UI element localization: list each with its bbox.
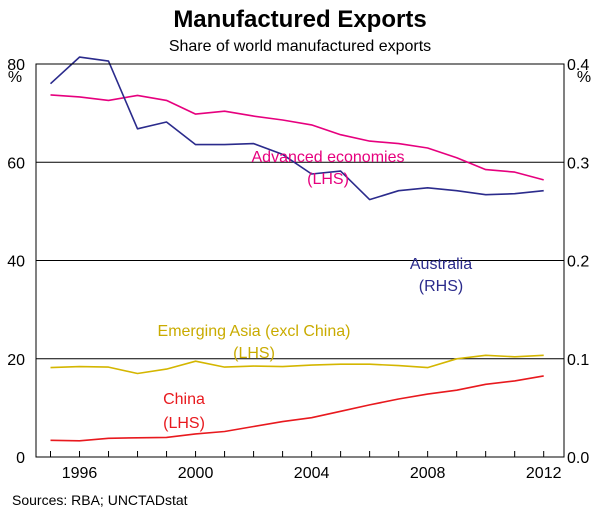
x-tick-label: 1996 [62, 465, 98, 482]
australia-label: Australia [410, 256, 472, 273]
advanced-economies-axis-label: (LHS) [307, 171, 349, 188]
right-tick-label: 0.1 [567, 352, 589, 369]
left-tick-label: 80 [7, 57, 25, 74]
chart-subtitle: Share of world manufactured exports [169, 38, 431, 55]
right-axis-ticks: 0.0 0.1 0.2 0.3 0.4 [567, 57, 589, 467]
source-note: Sources: RBA; UNCTADstat [12, 492, 188, 508]
right-tick-label: 0.3 [567, 155, 589, 172]
emerging-asia-axis-label: (LHS) [233, 345, 275, 362]
chart-title: Manufactured Exports [173, 6, 426, 33]
emerging-asia-label: Emerging Asia (excl China) [158, 323, 351, 340]
x-tick-label: 2004 [294, 465, 330, 482]
series-line-china [50, 375, 544, 442]
advanced-economies-label: Advanced economies [252, 149, 405, 166]
right-tick-label: 0.2 [567, 254, 589, 271]
plot-frame [35, 63, 565, 458]
australia-axis-label: (RHS) [419, 278, 463, 295]
x-tick-label: 2000 [178, 465, 214, 482]
left-axis-ticks: 0 20 40 60 80 [7, 57, 25, 467]
gridlines [36, 161, 564, 360]
left-tick-label: 0 [16, 450, 25, 467]
x-tick-label: 2008 [410, 465, 446, 482]
china-axis-label: (LHS) [163, 415, 205, 432]
left-tick-label: 60 [7, 155, 25, 172]
series-line-advanced-economies [50, 94, 544, 181]
right-tick-label: 0.4 [567, 57, 589, 74]
left-tick-label: 20 [7, 352, 25, 369]
left-tick-label: 40 [7, 254, 25, 271]
series-line-emerging-asia-excl-china [50, 354, 544, 375]
series-lines [49, 56, 544, 442]
x-axis-ticks: 1996 2000 2004 2008 2012 [50, 451, 562, 482]
right-axis-unit: % [577, 69, 591, 86]
china-label: China [163, 391, 205, 408]
right-tick-label: 0.0 [567, 450, 589, 467]
series-line-australia [49, 56, 544, 201]
left-axis-unit: % [8, 69, 22, 86]
x-tick-label: 2012 [526, 465, 562, 482]
